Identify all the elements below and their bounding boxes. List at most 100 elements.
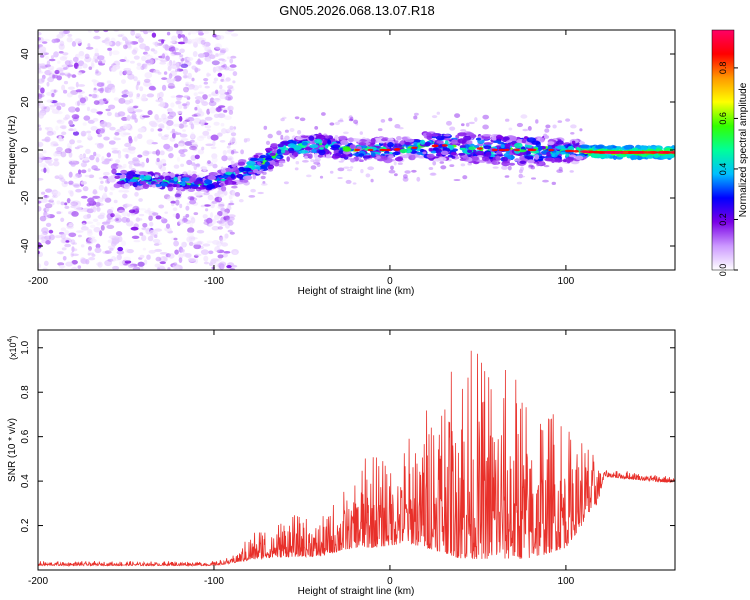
heatmap-noise-cell — [117, 153, 122, 159]
heatmap-signal-cell — [286, 156, 291, 162]
heatmap-signal-cell — [173, 176, 178, 182]
heatmap-noise-cell — [41, 157, 48, 160]
heatmap-noise-cell — [240, 149, 245, 155]
heatmap-signal-cell — [554, 146, 561, 149]
heatmap-noise-cell — [217, 132, 223, 137]
heatmap-signal-cell — [164, 175, 172, 181]
heatmap-noise-cell — [178, 115, 183, 122]
heatmap-noise-cell — [39, 46, 47, 53]
heatmap-signal-cell — [526, 144, 533, 148]
heatmap-noise-cell — [172, 77, 176, 82]
heatmap-noise-cell — [198, 135, 207, 139]
heatmap-noise-cell — [62, 52, 69, 56]
heatmap-noise-cell — [121, 211, 129, 217]
heatmap-noise-cell — [161, 53, 166, 59]
heatmap-noise-cell — [250, 188, 256, 193]
y-tick-label: -20 — [20, 190, 31, 205]
heatmap-noise-cell — [226, 265, 232, 269]
heatmap-noise-cell — [206, 128, 211, 132]
heatmap-noise-cell — [45, 207, 50, 212]
heatmap-noise-cell — [187, 38, 193, 45]
heatmap-signal-cell — [595, 145, 604, 149]
heatmap-noise-cell — [348, 118, 354, 122]
heatmap-noise-cell — [106, 224, 115, 229]
heatmap-signal-cell — [154, 174, 159, 178]
heatmap-noise-cell — [77, 234, 82, 238]
heatmap-noise-cell — [56, 119, 65, 125]
heatmap-noise-cell — [70, 201, 79, 207]
heatmap-noise-cell — [182, 143, 187, 149]
heatmap-noise-cell — [230, 150, 235, 155]
heatmap-noise-cell — [72, 56, 79, 63]
heatmap-noise-cell — [108, 140, 116, 145]
heatmap-noise-cell — [45, 240, 51, 245]
heatmap-noise-cell — [64, 114, 70, 120]
heatmap-signal-cell — [614, 147, 622, 150]
heatmap-noise-cell — [232, 190, 236, 197]
heatmap-noise-cell — [68, 119, 74, 126]
heatmap-noise-cell — [38, 68, 42, 73]
heatmap-noise-cell — [41, 195, 48, 200]
heatmap-noise-cell — [134, 109, 143, 113]
heatmap-noise-cell — [142, 51, 148, 55]
heatmap-noise-cell — [99, 121, 108, 128]
heatmap-noise-cell — [80, 130, 87, 137]
heatmap-noise-cell — [192, 146, 198, 152]
heatmap-noise-cell — [96, 221, 101, 226]
heatmap-signal-cell — [631, 151, 639, 154]
heatmap-signal-cell — [235, 169, 240, 175]
heatmap-noise-cell — [217, 205, 225, 210]
heatmap-noise-cell — [53, 158, 59, 161]
heatmap-noise-cell — [310, 165, 317, 170]
heatmap-noise-cell — [92, 189, 98, 195]
heatmap-signal-cell — [348, 137, 354, 143]
heatmap-noise-cell — [156, 267, 161, 270]
heatmap-noise-cell — [200, 39, 206, 45]
heatmap-noise-cell — [48, 236, 53, 242]
heatmap-noise-cell — [141, 235, 147, 242]
heatmap-peak-cell — [441, 144, 448, 147]
heatmap-noise-cell — [38, 71, 44, 74]
heatmap-noise-cell — [557, 120, 563, 123]
heatmap-noise-cell — [446, 120, 452, 126]
heatmap-noise-cell — [179, 48, 185, 54]
heatmap-signal-cell — [304, 147, 313, 151]
heatmap-noise-cell — [41, 239, 46, 244]
heatmap-noise-cell — [75, 101, 80, 106]
heatmap-noise-cell — [184, 81, 190, 87]
heatmap-noise-cell — [76, 230, 84, 233]
heatmap-signal-cell — [575, 155, 584, 161]
heatmap-signal-cell — [534, 154, 540, 160]
heatmap-noise-cell — [121, 216, 128, 223]
heatmap-noise-cell — [182, 120, 187, 125]
heatmap-noise-cell — [38, 158, 42, 164]
heatmap-noise-cell — [248, 195, 256, 198]
heatmap-noise-cell — [212, 240, 220, 245]
heatmap-noise-cell — [167, 267, 171, 270]
heatmap-noise-cell — [213, 98, 222, 103]
heatmap-noise-cell — [367, 166, 375, 171]
snr-scale-exponent: 4 — [7, 338, 14, 342]
heatmap-noise-cell — [48, 163, 54, 166]
heatmap-noise-cell — [58, 69, 64, 73]
heatmap-noise-cell — [39, 54, 45, 58]
heatmap-signal-cell — [115, 172, 122, 176]
heatmap-signal-cell — [301, 141, 308, 146]
heatmap-signal-cell — [450, 151, 457, 156]
heatmap-noise-cell — [55, 111, 63, 115]
heatmap-noise-cell — [80, 181, 87, 185]
heatmap-noise-cell — [89, 154, 95, 161]
heatmap-noise-cell — [501, 165, 508, 170]
heatmap-signal-cell — [669, 151, 675, 154]
heatmap-noise-cell — [68, 128, 74, 132]
heatmap-noise-cell — [208, 250, 214, 255]
svg-text:(x104): (x104) — [7, 336, 18, 360]
heatmap-signal-cell — [361, 145, 368, 149]
heatmap-noise-cell — [96, 206, 101, 212]
heatmap-signal-cell — [647, 154, 655, 159]
heatmap-noise-cell — [200, 98, 205, 104]
heatmap-noise-cell — [82, 122, 87, 126]
colorbar-tick-label: 0.2 — [718, 213, 728, 226]
heatmap-noise-cell — [211, 153, 218, 160]
heatmap-noise-cell — [150, 233, 155, 238]
